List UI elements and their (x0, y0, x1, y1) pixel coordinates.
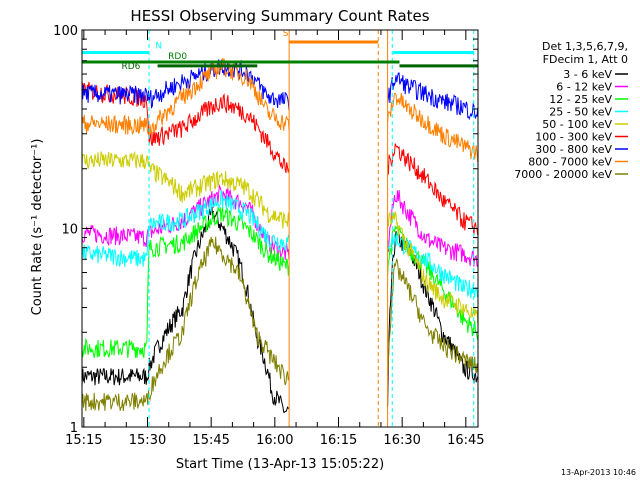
series-trace (387, 257, 479, 374)
x-axis-label: Start Time (13-Apr-13 15:05:22) (176, 457, 384, 472)
x-tick-label: 15:30 (129, 433, 166, 448)
flag-label-rd0: RD0 (168, 52, 187, 62)
legend-entry-label: 300 - 800 keV (535, 143, 612, 156)
legend-entry-label: 25 - 50 keV (549, 106, 612, 119)
series-trace (387, 72, 479, 121)
x-tick-label: 16:45 (447, 433, 484, 448)
series-trace (81, 150, 290, 229)
y-tick-label: 1 (70, 421, 78, 436)
series-300-800-kev (81, 59, 479, 121)
series-trace (387, 143, 479, 236)
series-trace (81, 236, 290, 412)
legend-entry-label: 7000 - 20000 keV (514, 168, 612, 181)
chart-title: HESSI Observing Summary Count Rates (130, 7, 429, 25)
flag-label-n: N (155, 42, 162, 52)
series-100-300-kev (81, 81, 479, 236)
x-tick-label: 15:15 (65, 433, 102, 448)
legend-entry-label: 6 - 12 keV (556, 81, 612, 94)
flag-layer: N RD0 RD6 S (82, 29, 478, 72)
legend: Det 1,3,5,6,7,9, FDecim 1, Att 0 3 - 6 k… (514, 40, 628, 181)
legend-entry-label: 12 - 25 keV (549, 93, 612, 106)
timestamp-label: 13-Apr-2013 10:46 (561, 468, 636, 477)
legend-entry-label: 800 - 7000 keV (528, 156, 612, 169)
series-trace (81, 59, 290, 111)
series-trace (81, 190, 290, 267)
legend-entry-label: 100 - 300 keV (535, 131, 612, 144)
series-trace (81, 206, 290, 359)
series-trace (387, 189, 479, 268)
series-trace (387, 210, 479, 324)
series-800-7000-kev (81, 58, 479, 163)
series-trace (81, 81, 290, 174)
x-tick-label: 16:15 (320, 433, 357, 448)
series-12-25-kev (81, 206, 479, 359)
axes-layer: 1 10 100 15:15 15:30 15:45 16:00 16:15 16:30 16:4… (53, 24, 484, 448)
legend-header-line-1: Det 1,3,5,6,7,9, (542, 40, 628, 53)
series-trace (81, 58, 290, 137)
series-50-100-kev (81, 150, 479, 324)
legend-entry-label: 50 - 100 keV (542, 118, 612, 131)
x-tick-label: 16:00 (256, 433, 293, 448)
y-tick-label: 100 (53, 24, 78, 39)
legend-entry-label: 3 - 6 keV (563, 68, 612, 81)
x-tick-label: 16:30 (383, 433, 420, 448)
series-25-50-kev (81, 190, 479, 299)
y-tick-label: 10 (61, 223, 78, 238)
series-7000-20000-kev (81, 236, 479, 412)
legend-header-line-2: FDecim 1, Att 0 (543, 53, 628, 66)
flag-label-s: S (283, 29, 289, 39)
series-layer (81, 58, 479, 413)
y-axis-label: Count Rate (s⁻¹ detector⁻¹) (30, 139, 45, 316)
flag-label-rd6: RD6 (121, 62, 140, 72)
x-tick-label: 15:45 (192, 433, 229, 448)
series-trace (387, 92, 479, 163)
